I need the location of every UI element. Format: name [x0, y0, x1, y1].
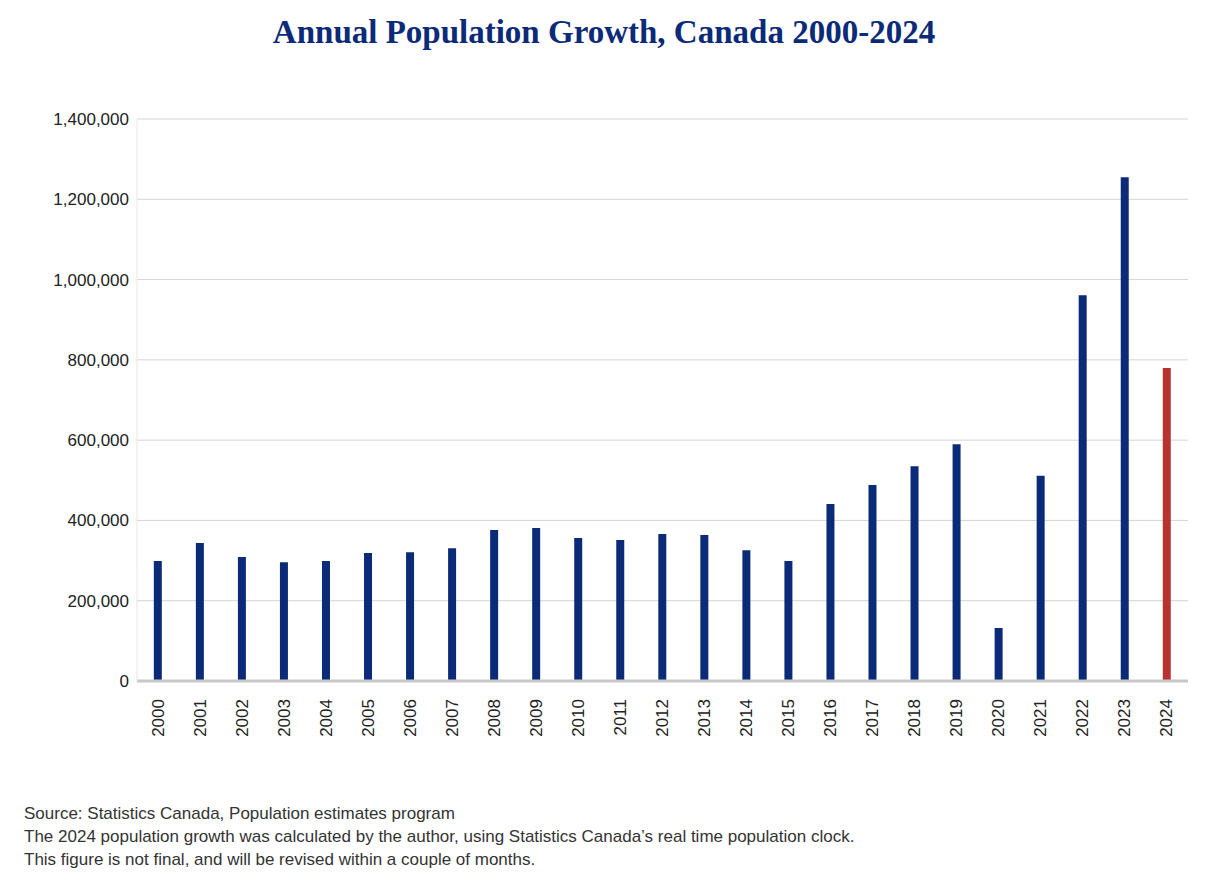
html-text:This figure is not final, and: This figure is not final, and will be re… [24, 850, 536, 869]
svg-text:2009: 2009 [527, 699, 546, 737]
svg-text:2016: 2016 [821, 699, 840, 737]
svg-text:2022: 2022 [1073, 699, 1092, 737]
svg-text:2024: 2024 [1157, 699, 1176, 737]
svg-text:800,000: 800,000 [68, 351, 129, 370]
svg-text:2014: 2014 [737, 699, 756, 737]
svg-text:2023: 2023 [1115, 699, 1134, 737]
svg-text:2015: 2015 [779, 699, 798, 737]
svg-text:2021: 2021 [1031, 699, 1050, 737]
svg-text:2020: 2020 [989, 699, 1008, 737]
svg-text:2008: 2008 [485, 699, 504, 737]
svg-text:2003: 2003 [275, 699, 294, 737]
svg-text:1,200,000: 1,200,000 [53, 190, 129, 209]
svg-text:2004: 2004 [317, 699, 336, 737]
svg-text:1,000,000: 1,000,000 [53, 271, 129, 290]
svg-text:2018: 2018 [905, 699, 924, 737]
html-text:The 2024 population growth was: The 2024 population growth was calculate… [24, 827, 855, 846]
svg-text:200,000: 200,000 [68, 592, 129, 611]
svg-text:2006: 2006 [401, 699, 420, 737]
svg-text:0: 0 [120, 672, 129, 691]
svg-text:2005: 2005 [359, 699, 378, 737]
svg-text:2002: 2002 [233, 699, 252, 737]
html-text:Source: Statistics Canada, Pop: Source: Statistics Canada, Population es… [24, 804, 455, 823]
svg-text:2017: 2017 [863, 699, 882, 737]
svg-text:400,000: 400,000 [68, 511, 129, 530]
svg-text:2012: 2012 [653, 699, 672, 737]
svg-text:2011: 2011 [611, 699, 630, 736]
svg-text:2000: 2000 [149, 699, 168, 737]
svg-text:600,000: 600,000 [68, 431, 129, 450]
svg-text:2007: 2007 [443, 699, 462, 737]
html-text:Annual Population Growth, Cana: Annual Population Growth, Canada 2000-20… [272, 14, 936, 50]
svg-text:1,400,000: 1,400,000 [53, 110, 129, 129]
svg-text:2019: 2019 [947, 699, 966, 737]
svg-text:2013: 2013 [695, 699, 714, 737]
svg-text:2001: 2001 [191, 699, 210, 737]
svg-text:2010: 2010 [569, 699, 588, 737]
